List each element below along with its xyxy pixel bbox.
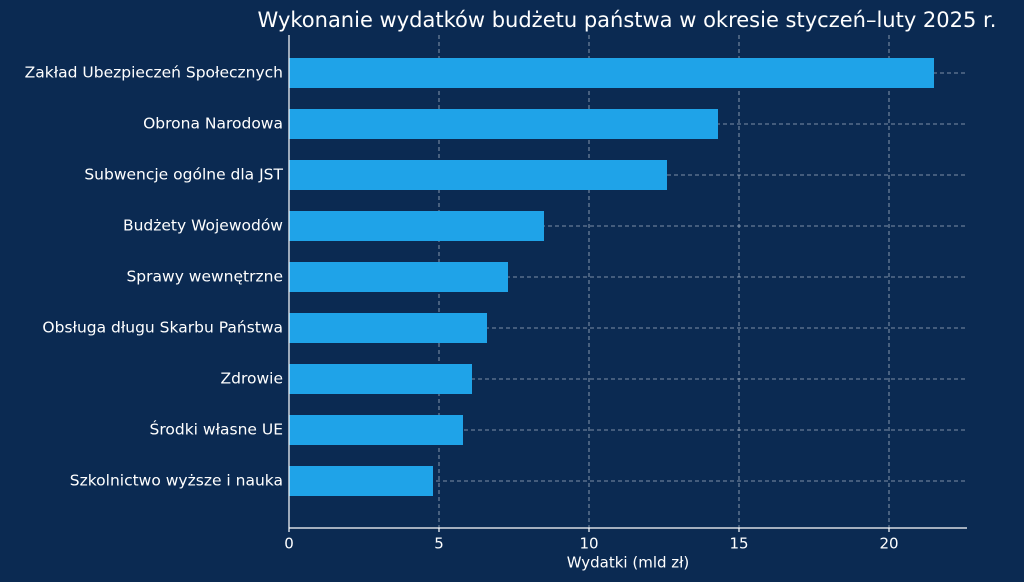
x-tick-label: 0	[284, 535, 294, 553]
x-tick-label: 5	[434, 535, 444, 553]
bar	[289, 211, 544, 241]
x-tick-label: 10	[579, 535, 598, 553]
bar	[289, 58, 934, 88]
y-tick-label: Sprawy wewnętrzne	[126, 268, 283, 286]
y-tick-label: Środki własne UE	[150, 420, 283, 439]
bar	[289, 415, 463, 445]
y-tick-label: Zakład Ubezpieczeń Społecznych	[25, 64, 283, 82]
y-tick-label: Obsługa długu Skarbu Państwa	[42, 319, 283, 337]
bar	[289, 313, 487, 343]
bar	[289, 109, 718, 139]
x-tick-label: 20	[879, 535, 898, 553]
bar	[289, 466, 433, 496]
y-tick-label: Obrona Narodowa	[143, 115, 283, 133]
chart-title: Wykonanie wydatków budżetu państwa w okr…	[258, 8, 997, 32]
y-tick-label: Zdrowie	[221, 370, 284, 388]
y-tick-label: Subwencje ogólne dla JST	[84, 166, 283, 184]
y-tick-label: Budżety Wojewodów	[123, 217, 283, 235]
x-tick-label: 15	[729, 535, 748, 553]
bar	[289, 364, 472, 394]
x-axis-label: Wydatki (mld zł)	[567, 554, 690, 572]
bar	[289, 262, 508, 292]
y-tick-label: Szkolnictwo wyższe i nauka	[70, 472, 283, 490]
bar	[289, 160, 667, 190]
